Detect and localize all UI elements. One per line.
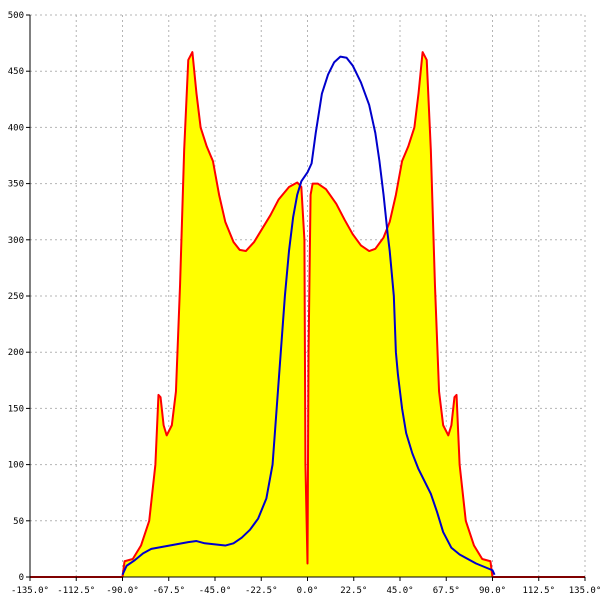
- x-tick-label: 135.0°: [569, 586, 600, 596]
- series-group: [30, 51, 585, 578]
- series-0-line: [30, 51, 585, 578]
- y-tick-label: 450: [8, 67, 24, 77]
- x-tick-label: 45.0°: [386, 586, 413, 596]
- y-tick-label: 350: [8, 180, 24, 190]
- y-tick-label: 200: [8, 348, 24, 358]
- y-tick-label: 500: [8, 11, 24, 21]
- series-0-area: [30, 52, 585, 577]
- y-tick-label: 150: [8, 404, 24, 414]
- x-tick-label: 112.5°: [522, 586, 555, 596]
- x-tick-label: 90.0°: [479, 586, 506, 596]
- y-tick-label: 400: [8, 123, 24, 133]
- x-tick-label: -22.5°: [245, 586, 278, 596]
- x-tick-label: 67.5°: [433, 586, 460, 596]
- axes: [26, 14, 586, 581]
- y-tick-label: 50: [13, 517, 24, 527]
- x-tick-label: -90.0°: [106, 586, 139, 596]
- tick-labels: 0 50 100 150 200 250 300 350 400 450 500 -135.0° -11…: [8, 11, 600, 596]
- x-tick-label: -135.0°: [11, 586, 49, 596]
- x-tick-label: -45.0°: [199, 586, 232, 596]
- y-tick-label: 100: [8, 461, 24, 471]
- y-tick-label: 300: [8, 236, 24, 246]
- x-tick-label: -112.5°: [57, 586, 95, 596]
- y-tick-label: 250: [8, 292, 24, 302]
- x-tick-label: -67.5°: [152, 586, 185, 596]
- x-tick-label: 0.0°: [297, 586, 319, 596]
- x-tick-label: 22.5°: [340, 586, 367, 596]
- series-1-line: [121, 55, 496, 576]
- y-tick-label: 0: [19, 573, 24, 583]
